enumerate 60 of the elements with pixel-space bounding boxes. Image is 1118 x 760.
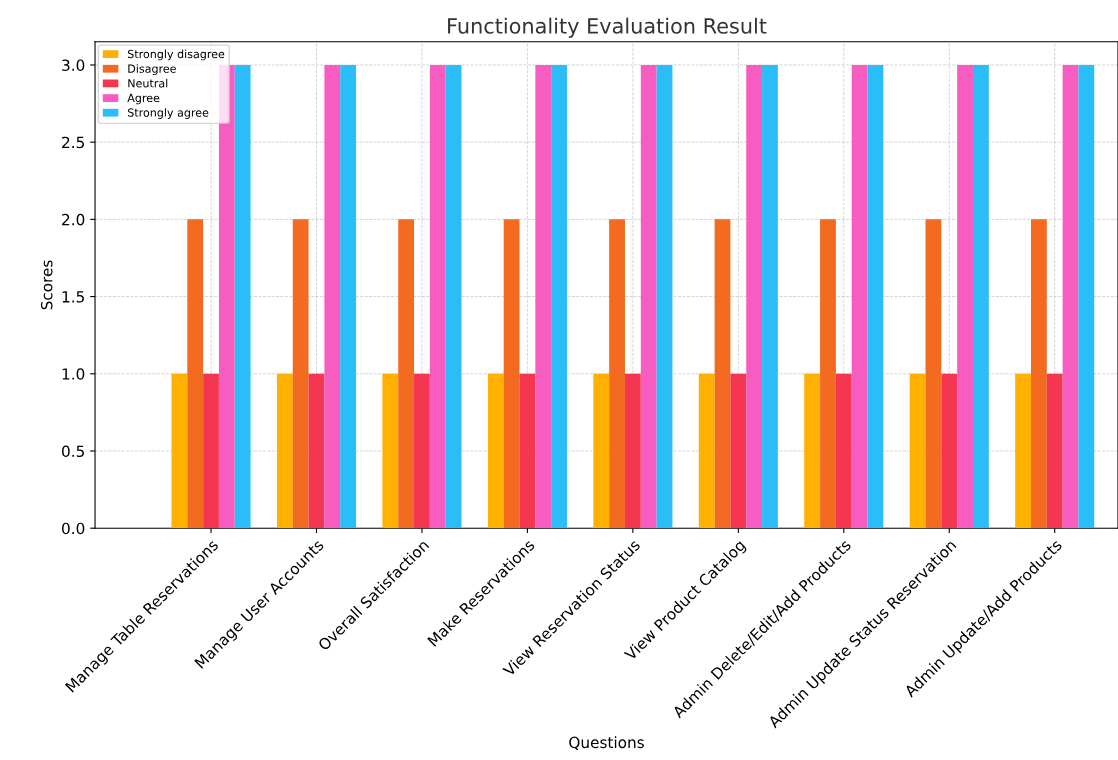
bar bbox=[445, 64, 462, 529]
bar bbox=[698, 373, 715, 529]
y-tick-label: 2.5 bbox=[62, 136, 84, 149]
y-tick-label: 0.5 bbox=[62, 445, 84, 458]
bar bbox=[292, 219, 309, 529]
y-tick-label: 1.5 bbox=[62, 291, 84, 303]
bar bbox=[925, 219, 942, 529]
bar bbox=[1030, 219, 1047, 529]
x-axis-title: Questions bbox=[569, 736, 644, 750]
bar bbox=[909, 373, 926, 529]
bar bbox=[730, 373, 747, 529]
bar bbox=[382, 373, 399, 529]
legend-label: Strongly agree bbox=[127, 108, 209, 119]
bar bbox=[535, 64, 552, 529]
bar bbox=[187, 219, 204, 529]
bar bbox=[429, 64, 446, 529]
bar bbox=[276, 373, 293, 529]
bar bbox=[941, 373, 958, 529]
bar bbox=[234, 64, 251, 529]
chart-title: Functionality Evaluation Result bbox=[448, 17, 767, 38]
bar bbox=[804, 373, 821, 529]
bar bbox=[1015, 373, 1031, 529]
bar bbox=[171, 373, 188, 529]
legend-label: Agree bbox=[127, 93, 160, 105]
bar bbox=[308, 373, 325, 529]
bar bbox=[1062, 64, 1079, 529]
bar bbox=[340, 64, 357, 529]
legend-label: Disagree bbox=[128, 64, 176, 75]
legend-label: Neutral bbox=[128, 78, 168, 88]
bar bbox=[593, 373, 610, 529]
bar bbox=[519, 373, 536, 529]
bar bbox=[640, 64, 657, 529]
bar bbox=[835, 373, 852, 529]
bar bbox=[746, 64, 763, 529]
bar bbox=[503, 219, 520, 529]
bar bbox=[487, 373, 504, 529]
bar bbox=[551, 64, 567, 529]
y-tick-label: 1.0 bbox=[62, 368, 85, 380]
bar bbox=[609, 219, 625, 529]
bar bbox=[820, 219, 836, 529]
bar bbox=[714, 219, 731, 529]
bar bbox=[1078, 64, 1095, 529]
y-tick-label: 0.0 bbox=[62, 522, 85, 535]
bar bbox=[851, 64, 868, 529]
bar bbox=[762, 64, 778, 529]
bar bbox=[867, 64, 884, 529]
bar bbox=[624, 373, 641, 529]
y-tick-label: 2.0 bbox=[62, 213, 85, 226]
bar bbox=[414, 373, 430, 529]
bar bbox=[1046, 373, 1063, 529]
bar bbox=[324, 64, 341, 529]
bar bbox=[398, 219, 415, 529]
legend-label: Strongly disagree bbox=[127, 49, 225, 61]
bar bbox=[203, 373, 219, 529]
bar bbox=[656, 64, 673, 529]
y-axis-title: Scores bbox=[40, 260, 53, 310]
bar bbox=[957, 64, 973, 529]
bar bbox=[972, 64, 989, 529]
bar bbox=[218, 64, 235, 529]
y-tick-label: 3.0 bbox=[62, 59, 85, 71]
